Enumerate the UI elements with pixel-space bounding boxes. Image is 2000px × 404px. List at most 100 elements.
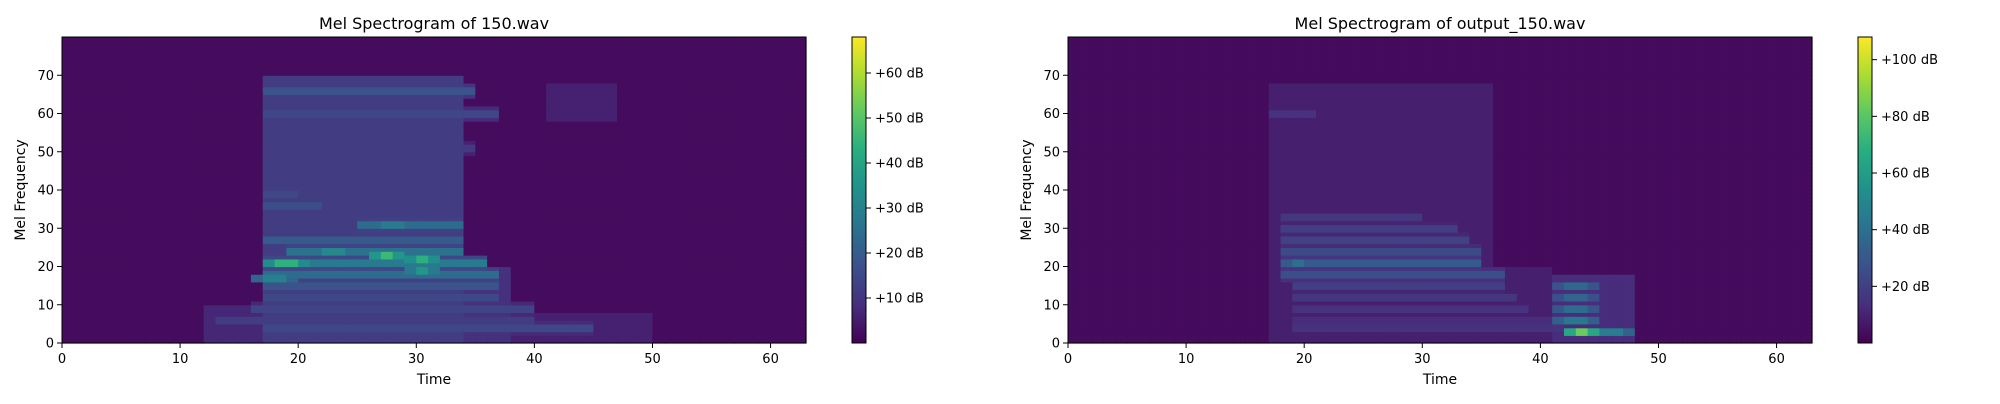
heatmap-cell bbox=[404, 255, 417, 260]
heatmap-cell bbox=[357, 102, 370, 107]
heatmap-cell bbox=[546, 300, 559, 306]
heatmap-cell bbox=[180, 239, 193, 245]
heatmap-cell bbox=[215, 151, 228, 157]
heatmap-cell bbox=[156, 136, 169, 141]
heatmap-cell bbox=[227, 193, 240, 199]
heatmap-cell bbox=[73, 205, 87, 210]
heatmap-cell bbox=[203, 277, 217, 283]
heatmap-cell bbox=[558, 94, 571, 99]
heatmap-cell bbox=[168, 167, 181, 172]
heatmap-cell bbox=[144, 52, 158, 57]
heatmap-cell bbox=[746, 255, 760, 260]
heatmap-cell bbox=[416, 316, 429, 321]
heatmap-cell bbox=[640, 170, 654, 176]
heatmap-cell bbox=[558, 212, 571, 218]
heatmap-cell bbox=[640, 90, 654, 95]
heatmap-cell bbox=[581, 270, 595, 275]
heatmap-cell bbox=[109, 113, 122, 118]
heatmap-cell bbox=[487, 105, 500, 111]
heatmap-cell bbox=[770, 102, 783, 107]
heatmap-cell bbox=[380, 128, 394, 134]
heatmap-cell bbox=[593, 331, 606, 336]
heatmap-cell bbox=[522, 167, 535, 172]
heatmap-cell bbox=[487, 63, 500, 69]
heatmap-cell bbox=[274, 151, 287, 157]
heatmap-cell bbox=[463, 205, 476, 210]
heatmap-cell bbox=[203, 105, 217, 111]
heatmap-cell bbox=[487, 228, 500, 233]
heatmap-cell bbox=[369, 216, 382, 222]
heatmap-cell bbox=[746, 102, 760, 107]
heatmap-cell bbox=[262, 44, 276, 50]
heatmap-cell bbox=[416, 216, 429, 222]
heatmap-cell bbox=[581, 98, 595, 103]
heatmap-cell bbox=[794, 312, 807, 317]
heatmap-cell bbox=[250, 228, 264, 233]
heatmap-cell bbox=[439, 266, 453, 271]
heatmap-cell bbox=[156, 190, 169, 195]
heatmap-cell bbox=[664, 59, 677, 65]
heatmap-cell bbox=[676, 258, 689, 264]
heatmap-cell bbox=[191, 121, 205, 126]
heatmap-cell bbox=[132, 266, 146, 271]
heatmap-cell bbox=[652, 102, 665, 107]
heatmap-cell bbox=[298, 109, 311, 115]
heatmap-cell bbox=[85, 316, 99, 321]
heatmap-cell bbox=[274, 98, 287, 103]
heatmap-cell bbox=[191, 312, 205, 317]
heatmap-cell bbox=[522, 304, 535, 310]
heatmap-cell bbox=[109, 243, 122, 248]
heatmap-cell bbox=[687, 300, 701, 306]
heatmap-cell bbox=[333, 117, 347, 122]
heatmap-cell bbox=[428, 71, 441, 76]
heatmap-cell bbox=[215, 124, 228, 130]
heatmap-cell bbox=[321, 155, 335, 160]
heatmap-cell bbox=[676, 40, 689, 46]
heatmap-cell bbox=[121, 255, 134, 260]
heatmap-cell bbox=[227, 63, 240, 69]
heatmap-cell bbox=[144, 247, 158, 252]
heatmap-cell bbox=[144, 190, 158, 195]
heatmap-cell bbox=[676, 48, 689, 53]
heatmap-cell bbox=[605, 277, 618, 283]
heatmap-cell bbox=[652, 48, 665, 53]
heatmap-cell bbox=[392, 37, 406, 42]
heatmap-cell bbox=[617, 304, 630, 310]
heatmap-cell bbox=[298, 193, 311, 199]
heatmap-cell bbox=[156, 86, 169, 92]
heatmap-cell bbox=[558, 297, 571, 302]
heatmap-cell bbox=[723, 339, 736, 344]
heatmap-cell bbox=[617, 159, 630, 164]
heatmap-cell bbox=[746, 258, 760, 264]
heatmap-cell bbox=[617, 109, 630, 115]
heatmap-cell bbox=[73, 48, 87, 53]
heatmap-cell bbox=[369, 52, 382, 57]
heatmap-cell bbox=[227, 201, 240, 206]
heatmap-cell bbox=[274, 212, 287, 218]
heatmap-cell bbox=[794, 297, 807, 302]
heatmap-cell bbox=[333, 293, 347, 298]
heatmap-cell bbox=[286, 232, 299, 237]
heatmap-cell bbox=[369, 117, 382, 122]
heatmap-cell bbox=[593, 37, 606, 42]
heatmap-cell bbox=[581, 243, 595, 248]
heatmap-cell bbox=[687, 297, 701, 302]
heatmap-cell bbox=[404, 216, 417, 222]
heatmap-cell bbox=[770, 289, 783, 294]
heatmap-cell bbox=[510, 90, 524, 95]
heatmap-cell bbox=[369, 79, 382, 84]
heatmap-cell bbox=[97, 40, 110, 46]
heatmap-cell bbox=[723, 52, 736, 57]
heatmap-cell bbox=[369, 274, 382, 279]
heatmap-cell bbox=[758, 232, 772, 237]
heatmap-cell bbox=[380, 239, 394, 245]
heatmap-cell bbox=[97, 205, 110, 210]
heatmap-cell bbox=[782, 79, 795, 84]
heatmap-cell bbox=[605, 331, 618, 336]
heatmap-cell bbox=[640, 212, 654, 218]
heatmap-cell bbox=[782, 247, 795, 252]
heatmap-cell bbox=[664, 151, 677, 157]
heatmap-cell bbox=[239, 82, 252, 88]
heatmap-cell bbox=[392, 151, 406, 157]
heatmap-cell bbox=[510, 75, 524, 80]
